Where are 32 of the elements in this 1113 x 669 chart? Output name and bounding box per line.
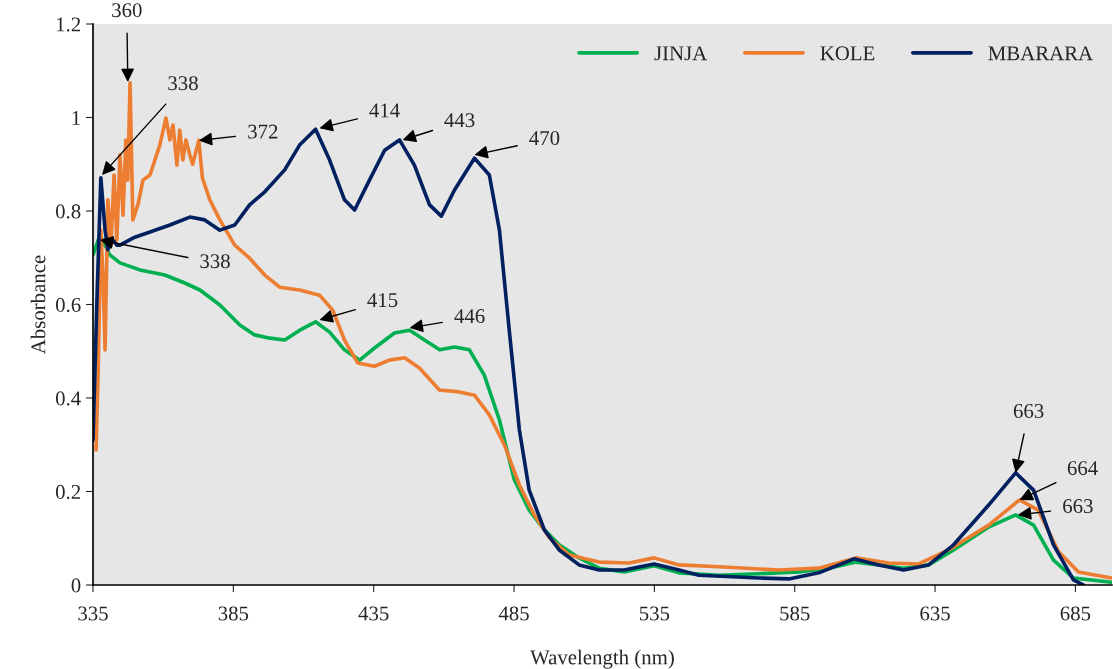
legend-label: KOLE — [820, 46, 875, 61]
y-axis-title: Absorbance — [30, 255, 46, 355]
x-tick-label: 635 — [920, 606, 950, 621]
y-tick-label: 0 — [71, 578, 81, 593]
annotation: 338 — [200, 254, 230, 269]
x-tick-label: 685 — [1060, 606, 1091, 621]
legend-label: JINJA — [654, 46, 708, 61]
y-tick-label: 0.4 — [55, 391, 81, 406]
annotation: 360 — [112, 3, 142, 18]
annotation: 663 — [1063, 499, 1093, 514]
annotation: 470 — [529, 131, 560, 146]
y-tick-label: 1.2 — [56, 17, 81, 32]
x-tick-label: 335 — [78, 606, 108, 621]
x-tick-label: 535 — [639, 606, 670, 621]
x-axis-title: Wavelength (nm) — [530, 649, 674, 669]
y-tick-label: 1 — [72, 110, 80, 125]
annotation: 338 — [168, 76, 198, 91]
y-tick-label: 0.2 — [55, 484, 81, 500]
y-tick-label: 0.6 — [55, 297, 81, 313]
x-tick-label: 485 — [498, 606, 529, 621]
y-tick-label: 0.8 — [55, 204, 81, 219]
x-tick-label: 585 — [780, 606, 810, 621]
annotation: 414 — [369, 103, 400, 118]
annotation: 372 — [248, 124, 278, 139]
x-tick-label: 435 — [358, 606, 389, 621]
legend-label: MBARARA — [988, 46, 1093, 61]
annotation: 664 — [1067, 461, 1098, 476]
annotation: 415 — [367, 293, 398, 308]
annotation: 446 — [454, 309, 485, 324]
annotation: 663 — [1013, 404, 1044, 419]
annotation: 443 — [444, 113, 475, 128]
x-tick-label: 385 — [218, 606, 249, 621]
